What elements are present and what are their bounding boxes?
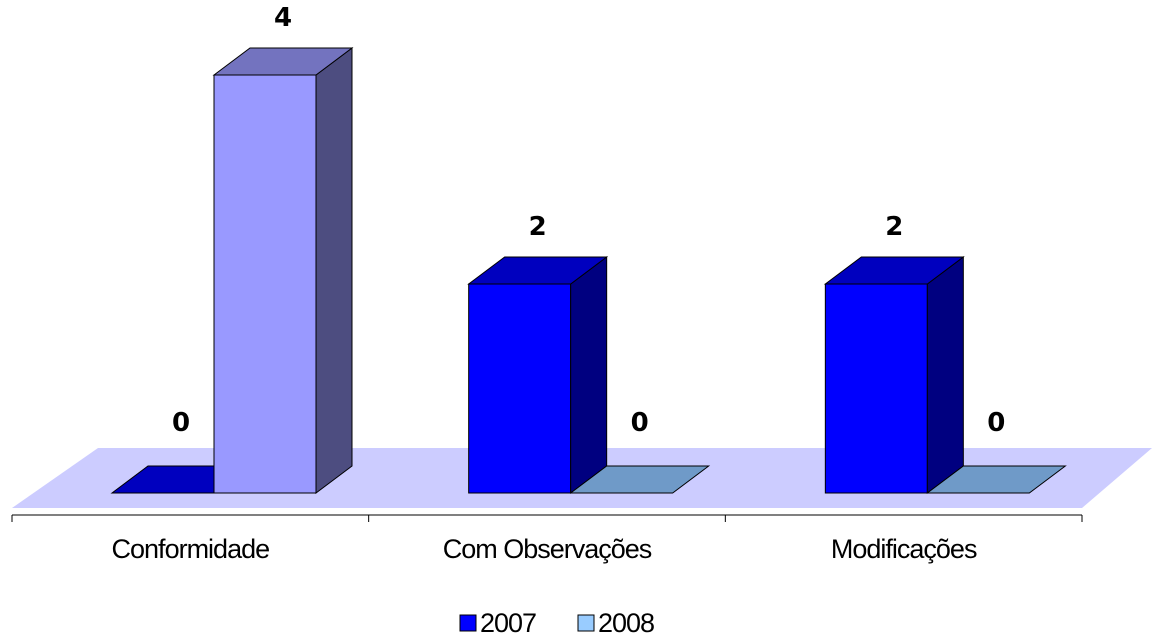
category-label-3: Modificações [831,534,977,564]
data-label-2008-1: 4 [274,3,292,33]
bar-2008-2 [569,465,711,494]
data-label-2007-3: 2 [885,212,903,242]
bar-2008-1 [212,47,354,494]
legend-label-2007: 2007 [480,608,536,638]
bar-2008-3 [925,465,1067,494]
data-label-2007-1: 0 [172,408,190,438]
data-label-2008-3: 0 [987,408,1005,438]
legend-swatch-2008 [577,614,595,632]
category-label-2: Com Observações [443,534,652,564]
bars-group [110,47,1067,494]
bar-2007-2 [467,256,609,494]
legend-swatch-2007 [459,614,477,632]
data-labels-group: 0 4 2 0 2 0 [172,3,1005,438]
legend-label-2008: 2008 [598,608,654,638]
legend: 2007 2008 [459,608,655,638]
category-label-1: Conformidade [112,534,270,564]
bar-2007-3 [823,256,965,494]
category-axis-ticks [11,515,1083,522]
data-label-2007-2: 2 [529,212,547,242]
category-labels-group: Conformidade Com Observações Modificações [112,534,978,564]
data-label-2008-2: 0 [631,408,649,438]
